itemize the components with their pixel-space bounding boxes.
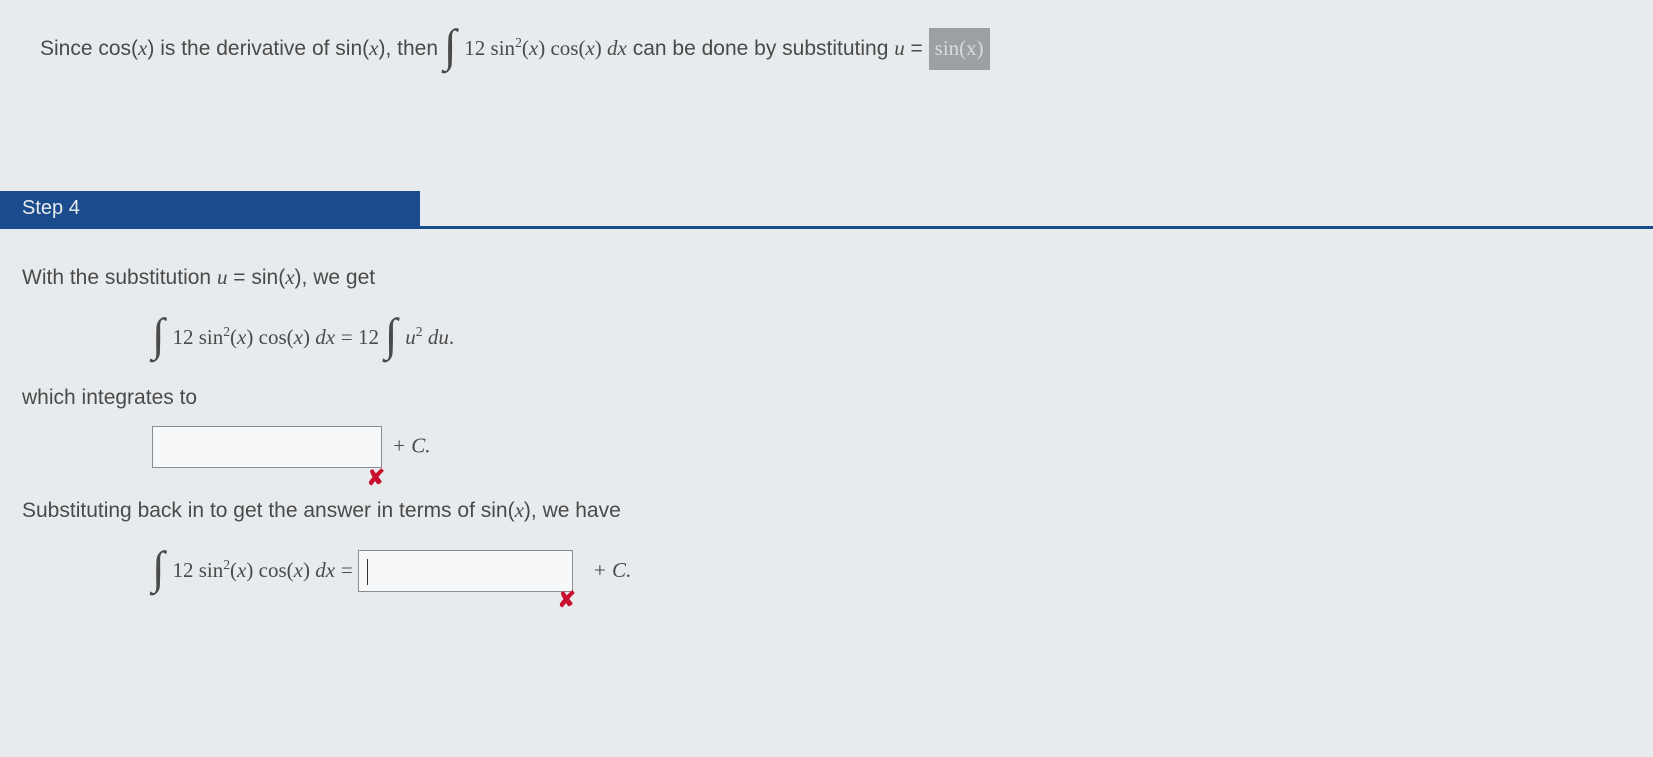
text: can be done by substituting <box>633 37 895 60</box>
coef: 12 <box>172 325 193 349</box>
text: sin <box>193 325 223 349</box>
subst-intro: With the substitution u = sin(x), we get <box>22 265 1613 290</box>
text: Since cos( <box>40 37 138 60</box>
text: ( <box>230 325 237 349</box>
text: ) cos( <box>246 325 293 349</box>
step-tab: Step 4 <box>0 191 420 226</box>
exp: 2 <box>416 324 423 339</box>
coef: 12 <box>172 558 193 582</box>
text: ) cos( <box>246 558 293 582</box>
text: ), we get <box>295 266 376 289</box>
dx: dx <box>315 558 335 582</box>
step-body: With the substitution u = sin(x), we get… <box>0 229 1653 606</box>
text: ( <box>522 36 529 60</box>
var-u: u <box>894 36 905 60</box>
text: With the substitution <box>22 266 217 289</box>
text: = sin( <box>227 266 285 289</box>
var-x: x <box>285 265 294 289</box>
equals: = <box>341 325 358 349</box>
du: du <box>423 325 449 349</box>
var-x: x <box>237 558 246 582</box>
text: ) <box>303 558 315 582</box>
incorrect-icon: ✘ <box>558 585 576 616</box>
text: ) <box>595 36 607 60</box>
text: Substituting back in to get the answer i… <box>22 499 515 522</box>
text: ) cos( <box>538 36 585 60</box>
integral-symbol: ∫ <box>152 542 165 593</box>
text-cursor <box>367 559 369 585</box>
text: = <box>905 37 929 60</box>
plus-c: + C. <box>593 558 632 582</box>
coef: 12 <box>358 325 379 349</box>
text: ) <box>303 325 315 349</box>
equation-2: ∫ 12 sin2(x) cos(x) dx = ✘ + C. <box>22 537 1613 605</box>
var-x: x <box>529 36 538 60</box>
text: ( <box>230 558 237 582</box>
var-x: x <box>515 498 524 522</box>
substituting-back-label: Substituting back in to get the answer i… <box>22 498 1613 523</box>
answer-pill-correct: sin(x) <box>929 28 990 70</box>
integral-symbol: ∫ <box>152 309 165 360</box>
dx: dx <box>607 36 627 60</box>
incorrect-icon: ✘ <box>367 465 385 491</box>
var-x: x <box>294 558 303 582</box>
intro-statement: Since cos(x) is the derivative of sin(x)… <box>0 0 1653 91</box>
dx: dx <box>315 325 335 349</box>
step-banner: Step 4 <box>0 191 1653 229</box>
text: ), then <box>378 37 443 60</box>
equation-1: ∫ 12 sin2(x) cos(x) dx = 12 ∫ u2 du. <box>22 304 1613 372</box>
text: ) is the derivative of sin( <box>147 37 369 60</box>
text: . <box>449 325 454 349</box>
answer-row-1: ✘ + C. <box>22 426 1613 468</box>
plus-c: + C. <box>392 434 431 458</box>
var-x: x <box>585 36 594 60</box>
text: ), we have <box>524 499 621 522</box>
integral-symbol: ∫ <box>444 20 457 71</box>
var-x: x <box>237 325 246 349</box>
answer-input-1[interactable]: ✘ <box>152 426 382 468</box>
coef: 12 <box>464 36 485 60</box>
var-u: u <box>405 325 416 349</box>
integrates-to-label: which integrates to <box>22 386 1613 410</box>
var-x: x <box>138 36 147 60</box>
integral-symbol: ∫ <box>385 309 398 360</box>
var-x: x <box>294 325 303 349</box>
exp: 2 <box>515 35 522 50</box>
answer-input-2[interactable]: ✘ <box>358 550 573 592</box>
equals: = <box>341 558 358 582</box>
text: sin <box>485 36 515 60</box>
var-u: u <box>217 265 228 289</box>
text: sin <box>193 558 223 582</box>
